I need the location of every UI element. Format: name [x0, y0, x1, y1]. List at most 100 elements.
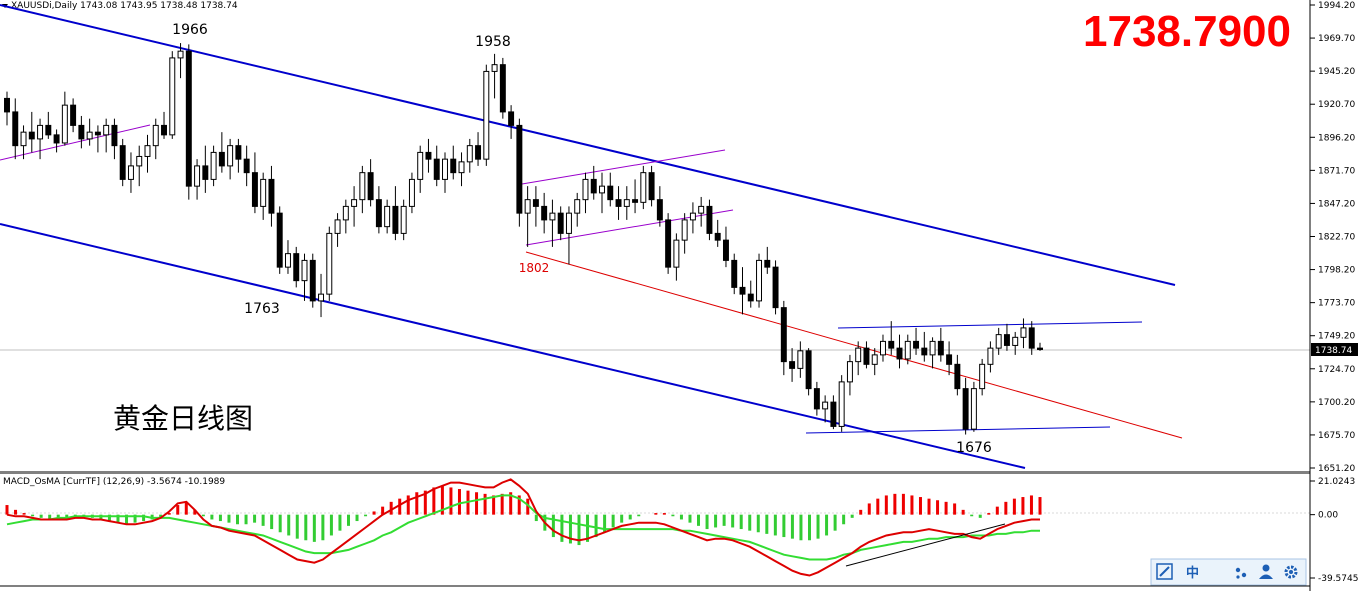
gear-icon[interactable] [1284, 565, 1298, 579]
candle [28, 111, 35, 153]
candle [301, 253, 308, 301]
candle [194, 159, 201, 200]
candle [53, 129, 60, 153]
candle [706, 199, 713, 241]
candle [218, 132, 225, 173]
candle [739, 267, 746, 315]
candle [235, 138, 242, 173]
candle [962, 377, 969, 435]
candle [904, 334, 911, 365]
label-1802: 1802 [519, 261, 550, 275]
candle [524, 186, 531, 247]
label-1763: 1763 [244, 301, 280, 317]
price-tick-label: 1700.20 [1318, 398, 1355, 408]
channel-lines [0, 4, 1183, 469]
candle [227, 138, 234, 180]
lower-channel-line[interactable] [0, 223, 1026, 469]
candle [185, 44, 192, 200]
candle [970, 381, 977, 432]
candles [4, 43, 1043, 435]
candle [318, 273, 325, 318]
price-pane: 1966 1958 1763 1676 1802 1738.7900 黄金日线图 [0, 4, 1310, 469]
candle [541, 192, 548, 234]
candle [855, 341, 862, 376]
header: XAUUSDi,Daily 1743.08 1743.95 1738.48 17… [2, 1, 238, 11]
candle [623, 186, 630, 220]
candle [342, 199, 349, 234]
red-trend-line[interactable] [525, 251, 1183, 439]
candle [433, 145, 440, 187]
candle [896, 334, 903, 369]
candle [590, 165, 597, 200]
candle [136, 145, 143, 187]
candle [805, 348, 812, 396]
candle [37, 118, 44, 160]
candle [111, 118, 118, 160]
price-tick-label: 1822.70 [1318, 233, 1355, 243]
trendline-icon[interactable] [1156, 563, 1173, 580]
price-tick-label: 1945.20 [1318, 67, 1355, 77]
candle [12, 98, 19, 160]
candle [1020, 318, 1027, 349]
candle [913, 327, 920, 355]
candle [169, 51, 176, 139]
price-tick-label: 1724.70 [1318, 365, 1355, 375]
settings-dots-icon[interactable] [1235, 567, 1247, 579]
candle [656, 186, 663, 227]
candle [714, 219, 721, 247]
candle [276, 206, 283, 274]
candle [780, 300, 787, 376]
toolbar-bg [1150, 558, 1307, 586]
macd-line [6, 478, 1040, 577]
divergence-line[interactable] [845, 523, 1006, 567]
price-tick-label: 1920.70 [1318, 100, 1355, 110]
candle [458, 152, 465, 187]
price-tick-label: 1798.20 [1318, 266, 1355, 276]
candle [144, 134, 151, 173]
candle [450, 145, 457, 180]
candle [987, 341, 994, 373]
candle [103, 118, 110, 153]
price-tick-label: 1651.20 [1318, 464, 1355, 474]
candle [94, 125, 101, 153]
candle [86, 118, 93, 146]
candle [359, 165, 366, 214]
candle [772, 260, 779, 315]
candle [499, 57, 506, 119]
candle [946, 341, 953, 376]
price-tick-label: 1675.70 [1318, 431, 1355, 441]
candle [384, 199, 391, 234]
candle [475, 132, 482, 166]
label-1966: 1966 [172, 22, 208, 38]
candle [822, 395, 829, 423]
purple-trend-line-left[interactable] [0, 124, 151, 161]
candle [491, 53, 498, 99]
candle [888, 321, 895, 355]
candle [392, 186, 399, 241]
pane-separator[interactable] [0, 471, 1310, 474]
candle [698, 196, 705, 227]
chinese-input-icon[interactable]: 中 [1186, 565, 1199, 581]
candle [607, 172, 614, 207]
candle [210, 145, 217, 187]
price-axis: 1994.20 1969.70 1945.20 1920.70 1896.20 1871.… [1309, 0, 1358, 591]
user-icon[interactable] [1259, 564, 1273, 580]
label-1676: 1676 [956, 440, 992, 456]
candle [334, 213, 341, 247]
label-1958: 1958 [475, 34, 511, 50]
candle [871, 348, 878, 376]
candle [929, 337, 936, 369]
candle [797, 341, 804, 378]
upper-channel-line[interactable] [0, 4, 1176, 286]
candle [756, 253, 763, 308]
candle [202, 145, 209, 193]
candle [995, 327, 1002, 355]
candle [425, 138, 432, 173]
range-bottom-line[interactable] [805, 426, 1111, 434]
candle [161, 111, 167, 139]
candle [400, 199, 407, 241]
candle [243, 145, 250, 187]
purple-channel-top[interactable] [521, 149, 726, 185]
candle [557, 206, 564, 241]
range-top-line[interactable] [837, 321, 1143, 329]
